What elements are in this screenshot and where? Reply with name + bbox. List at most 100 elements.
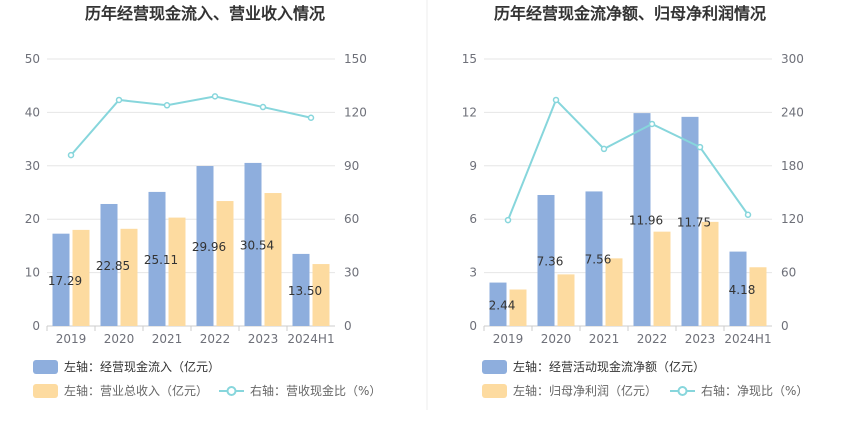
y-right-tick-label: 120 — [781, 212, 804, 226]
y-left-tick-label: 0 — [32, 319, 40, 333]
y-right-tick-label: 0 — [781, 319, 789, 333]
bar-revenue[interactable] — [72, 229, 90, 326]
ratio-point[interactable] — [115, 96, 123, 104]
x-tick-label: 2020 — [541, 332, 572, 346]
bar-cash-inflow[interactable] — [244, 162, 262, 326]
legend-label[interactable]: 左轴：归母净利润（亿元） — [513, 383, 657, 398]
legend-swatch-marker[interactable] — [226, 386, 237, 396]
y-right-tick-label: 30 — [344, 266, 359, 280]
bar-net-cash-flow[interactable] — [489, 282, 507, 326]
legend-swatch-bar-yellow[interactable] — [482, 384, 507, 398]
y-left-tick-label: 30 — [25, 159, 40, 173]
legend-label[interactable]: 右轴：营收现金比（%） — [250, 383, 381, 398]
x-tick-label: 2021 — [589, 332, 620, 346]
data-label: 4.18 — [729, 283, 756, 297]
bar-net-profit[interactable] — [605, 258, 623, 326]
y-left-tick-label: 10 — [25, 266, 40, 280]
bar-cash-inflow[interactable] — [292, 253, 310, 326]
y-left-tick-label: 6 — [469, 212, 477, 226]
data-label: 13.50 — [288, 284, 322, 298]
ratio-point[interactable] — [67, 151, 75, 159]
ratio-point[interactable] — [307, 114, 315, 121]
y-left-tick-label: 3 — [469, 266, 477, 280]
chart-net-cash-flow-profit: 历年经营现金流净额、归母净利润情况 0 3 6 9 12 15 0 60 120 180 240 30… — [462, 4, 808, 398]
bar-net-cash-flow[interactable] — [537, 194, 555, 326]
legend: 左轴：经营现金流入（亿元） 左轴：营业总收入（亿元） 右轴：营收现金比（%） — [33, 359, 381, 398]
y-left-tick-label: 40 — [25, 105, 40, 119]
y-right-tick-label: 60 — [781, 266, 796, 280]
legend-label[interactable]: 右轴：净现比（%） — [701, 383, 808, 398]
data-label: 17.29 — [48, 274, 82, 288]
chart-title: 历年经营现金流净额、归母净利润情况 — [494, 4, 766, 23]
data-label: 2.44 — [489, 298, 516, 312]
x-tick-label: 2021 — [152, 332, 183, 346]
x-tick-label: 2019 — [56, 332, 87, 346]
chart-cash-inflow-revenue: 历年经营现金流入、营业收入情况 0 10 20 30 40 50 0 30 60 90 120 150… — [25, 4, 381, 398]
ratio-point[interactable] — [600, 145, 608, 153]
x-tick-label: 2023 — [685, 332, 716, 346]
x-tick-label: 2023 — [248, 332, 279, 346]
y-left-tick-label: 9 — [469, 159, 477, 173]
ratio-point[interactable] — [744, 211, 752, 218]
y-right-tick-label: 180 — [781, 159, 804, 173]
x-tick-label: 2020 — [104, 332, 135, 346]
bar-net-cash-flow[interactable] — [585, 191, 603, 326]
legend-label[interactable]: 左轴：营业总收入（亿元） — [64, 383, 208, 398]
data-label: 7.56 — [585, 253, 612, 267]
y-right-tick-label: 240 — [781, 105, 804, 119]
y-right-tick-label: 300 — [781, 52, 804, 66]
x-tick-label: 2022 — [637, 332, 668, 346]
y-left-tick-label: 20 — [25, 212, 40, 226]
bar-cash-inflow[interactable] — [52, 233, 70, 326]
y-right-tick-label: 90 — [344, 159, 359, 173]
bar-net-profit[interactable] — [557, 274, 575, 326]
bar-revenue[interactable] — [120, 228, 138, 326]
bar-revenue[interactable] — [216, 201, 234, 326]
data-label: 11.96 — [629, 214, 663, 228]
x-tick-label: 2024H1 — [724, 332, 771, 346]
legend-swatch-bar-blue[interactable] — [482, 360, 507, 374]
ratio-point[interactable] — [211, 93, 219, 100]
bar-cash-inflow[interactable] — [196, 166, 214, 326]
legend: 左轴：经营活动现金流净额（亿元） 左轴：归母净利润（亿元） 右轴：净现比（%） — [482, 359, 808, 398]
ratio-point[interactable] — [504, 216, 512, 224]
legend-swatch-bar-yellow[interactable] — [33, 384, 58, 398]
bar-net-profit[interactable] — [509, 289, 527, 326]
y-left-tick-label: 50 — [25, 52, 40, 66]
legend-swatch-marker[interactable] — [677, 386, 688, 396]
y-right-tick-label: 150 — [344, 52, 367, 66]
legend-label[interactable]: 左轴：经营现金流入（亿元） — [64, 359, 220, 374]
ratio-point[interactable] — [648, 120, 656, 128]
bar-net-profit[interactable] — [749, 267, 767, 326]
bar-revenue[interactable] — [264, 193, 282, 326]
bar-net-profit[interactable] — [701, 221, 719, 326]
y-right-tick-label: 0 — [344, 319, 352, 333]
legend-label[interactable]: 左轴：经营活动现金流净额（亿元） — [513, 359, 705, 374]
bar-net-cash-flow[interactable] — [729, 251, 747, 326]
chart-title: 历年经营现金流入、营业收入情况 — [85, 4, 325, 23]
y-left-tick-label: 15 — [462, 52, 477, 66]
ratio-point[interactable] — [552, 96, 560, 104]
x-tick-label: 2024H1 — [287, 332, 334, 346]
bar-revenue[interactable] — [168, 217, 186, 326]
data-label: 25.11 — [144, 253, 178, 267]
ratio-line — [70, 95, 312, 156]
bar-net-cash-flow[interactable] — [633, 113, 651, 326]
y-right-tick-label: 60 — [344, 212, 359, 226]
bar-revenue[interactable] — [312, 264, 330, 326]
bar-cash-inflow[interactable] — [100, 203, 118, 326]
ratio-line — [507, 98, 749, 221]
data-label: 30.54 — [240, 238, 274, 252]
bar-net-profit[interactable] — [653, 231, 671, 326]
bar-net-cash-flow[interactable] — [681, 116, 699, 326]
bar-cash-inflow[interactable] — [148, 191, 166, 326]
data-label: 22.85 — [96, 259, 130, 273]
ratio-point[interactable] — [696, 143, 704, 151]
y-left-tick-label: 0 — [469, 319, 477, 333]
legend-swatch-bar-blue[interactable] — [33, 360, 58, 374]
ratio-point[interactable] — [163, 102, 171, 109]
ratio-point[interactable] — [259, 103, 267, 111]
x-tick-label: 2022 — [200, 332, 231, 346]
y-left-tick-label: 12 — [462, 105, 477, 119]
